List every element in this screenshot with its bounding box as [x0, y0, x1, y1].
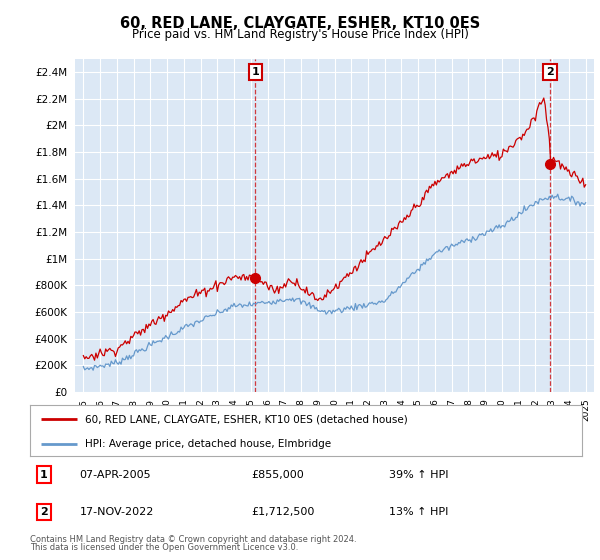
- Text: 60, RED LANE, CLAYGATE, ESHER, KT10 0ES (detached house): 60, RED LANE, CLAYGATE, ESHER, KT10 0ES …: [85, 414, 408, 424]
- Text: £855,000: £855,000: [251, 470, 304, 479]
- Text: Contains HM Land Registry data © Crown copyright and database right 2024.: Contains HM Land Registry data © Crown c…: [30, 534, 356, 544]
- Text: 60, RED LANE, CLAYGATE, ESHER, KT10 0ES: 60, RED LANE, CLAYGATE, ESHER, KT10 0ES: [120, 16, 480, 31]
- Text: 2: 2: [40, 507, 47, 517]
- Text: £1,712,500: £1,712,500: [251, 507, 314, 517]
- Text: This data is licensed under the Open Government Licence v3.0.: This data is licensed under the Open Gov…: [30, 543, 298, 552]
- Text: 1: 1: [40, 470, 47, 479]
- Text: 13% ↑ HPI: 13% ↑ HPI: [389, 507, 448, 517]
- Text: 39% ↑ HPI: 39% ↑ HPI: [389, 470, 448, 479]
- Text: 17-NOV-2022: 17-NOV-2022: [80, 507, 154, 517]
- Text: 1: 1: [251, 67, 259, 77]
- Text: 2: 2: [546, 67, 554, 77]
- Text: Price paid vs. HM Land Registry's House Price Index (HPI): Price paid vs. HM Land Registry's House …: [131, 28, 469, 41]
- Text: 07-APR-2005: 07-APR-2005: [80, 470, 151, 479]
- Text: HPI: Average price, detached house, Elmbridge: HPI: Average price, detached house, Elmb…: [85, 438, 331, 449]
